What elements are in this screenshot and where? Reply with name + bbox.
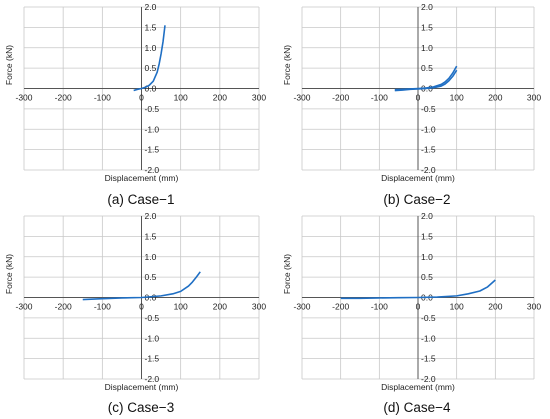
x-axis-label: Displacement (mm): [381, 382, 455, 392]
y-tick-label: 1.0: [145, 252, 157, 262]
x-axis-label: Displacement (mm): [381, 173, 455, 183]
x-tick-label: 0: [416, 93, 421, 103]
x-tick-label: -100: [94, 302, 111, 312]
y-tick-label: -1.5: [145, 354, 160, 364]
x-tick-label: -200: [55, 302, 72, 312]
y-tick-label: 1.5: [145, 22, 157, 32]
y-tick-label: -0.5: [145, 104, 160, 114]
x-tick-label: 100: [174, 302, 188, 312]
x-tick-label: 100: [450, 302, 464, 312]
y-tick-label: 0.5: [145, 272, 157, 282]
x-tick-label: 300: [252, 302, 266, 312]
y-tick-label: 0.5: [145, 63, 157, 73]
x-tick-label: -300: [293, 93, 310, 103]
y-tick-label: 0.5: [421, 272, 433, 282]
y-tick-label: -2.0: [145, 165, 160, 175]
y-tick-label: -1.0: [145, 333, 160, 343]
y-tick-label: 1.5: [421, 22, 433, 32]
series-line-1: [133, 25, 166, 92]
x-tick-label: 0: [139, 93, 144, 103]
x-tick-label: 300: [527, 302, 541, 312]
x-tick-label: -100: [371, 93, 388, 103]
x-tick-label: 200: [488, 93, 502, 103]
x-tick-label: 200: [213, 93, 227, 103]
y-tick-label: 2.0: [145, 2, 157, 12]
series-line-1: [340, 279, 496, 300]
y-tick-label: -1.0: [145, 124, 160, 134]
x-tick-label: -100: [371, 302, 388, 312]
x-tick-label: 0: [139, 302, 144, 312]
y-tick-label: -0.5: [421, 104, 436, 114]
y-tick-label: 0.5: [421, 63, 433, 73]
x-tick-label: 100: [450, 93, 464, 103]
x-tick-label: 300: [252, 93, 266, 103]
y-tick-label: 1.0: [421, 43, 433, 53]
y-tick-label: 2.0: [421, 211, 433, 221]
y-tick-label: 1.5: [145, 231, 157, 241]
y-tick-label: -2.0: [145, 374, 160, 384]
x-tick-label: 300: [527, 93, 541, 103]
y-tick-label: -2.0: [421, 374, 436, 384]
x-axis-label: Displacement (mm): [105, 173, 179, 183]
y-axis-label: Force (kN): [4, 254, 14, 294]
x-tick-label: 100: [174, 93, 188, 103]
x-tick-label: 0: [416, 302, 421, 312]
y-tick-label: 1.5: [421, 231, 433, 241]
chart-panel-3: -300 -200 -100 0 100 200 3002.01.51.00.50.0-0.…: [4, 211, 266, 415]
y-tick-label: 1.0: [145, 43, 157, 53]
x-tick-label: -200: [332, 93, 349, 103]
y-tick-label: 2.0: [421, 2, 433, 12]
y-axis-label: Force (kN): [4, 45, 14, 85]
y-tick-label: -1.5: [421, 145, 436, 155]
panel-caption: (d) Case−4: [383, 400, 451, 415]
x-axis-label: Displacement (mm): [105, 382, 179, 392]
y-tick-label: 0.0: [145, 84, 157, 94]
chart-panel-1: -300 -200 -100 0 100 200 300 2.0 1.5 1.0 0.5 0.0 -0.…: [4, 2, 266, 207]
y-tick-label: -1.5: [421, 354, 436, 364]
panel-caption: (b) Case−2: [383, 192, 450, 207]
y-axis-label: Force (kN): [282, 254, 292, 294]
chart-panel-2: -300 -200 -100 0 100 200 3002.01.51.00.50.0-0.…: [282, 2, 541, 207]
x-tick-label: -300: [15, 93, 32, 103]
x-tick-label: 200: [488, 302, 502, 312]
y-tick-label: 1.0: [421, 252, 433, 262]
panel-caption: (c) Case−3: [108, 400, 174, 415]
y-axis-label: Force (kN): [282, 45, 292, 85]
series-line-2: [394, 69, 458, 92]
x-tick-label: -200: [55, 93, 72, 103]
x-tick-label: -200: [332, 302, 349, 312]
y-tick-label: -1.0: [421, 333, 436, 343]
x-tick-label: -300: [15, 302, 32, 312]
panel-caption: (a) Case−1: [107, 192, 174, 207]
y-tick-label: 2.0: [145, 211, 157, 221]
x-tick-label: -100: [94, 93, 111, 103]
x-tick-label: 200: [213, 302, 227, 312]
series-line-1: [82, 271, 201, 301]
y-tick-label: -1.5: [145, 145, 160, 155]
chart-panel-4: -300 -200 -100 0 100 200 3002.01.51.00.50.0-0.…: [282, 211, 541, 415]
y-tick-label: -0.5: [421, 313, 436, 323]
y-tick-label: -0.5: [145, 313, 160, 323]
y-tick-label: -2.0: [421, 165, 436, 175]
y-tick-label: -1.0: [421, 124, 436, 134]
x-tick-label: -300: [293, 302, 310, 312]
